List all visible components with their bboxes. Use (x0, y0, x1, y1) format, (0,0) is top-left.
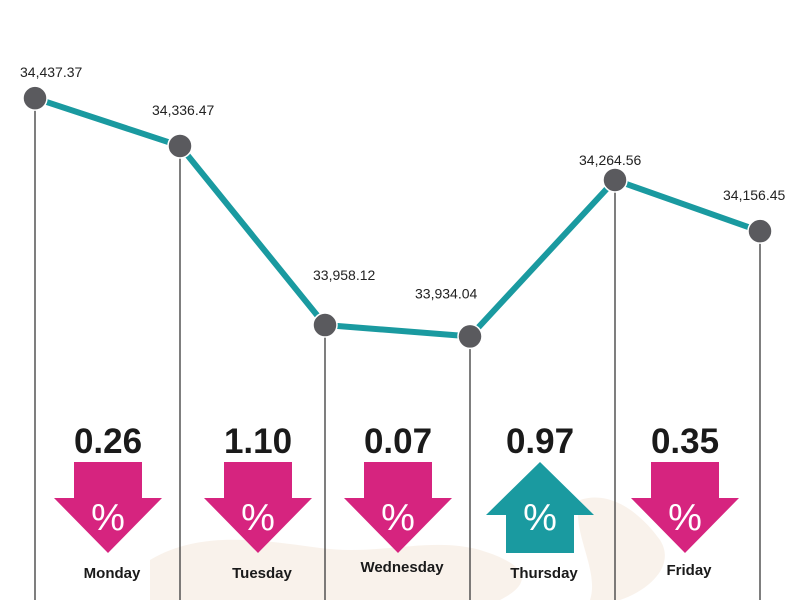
value-labels: 34,437.37 34,336.47 33,958.12 33,934.04 34,2… (20, 64, 785, 301)
day-label: Tuesday (232, 565, 292, 582)
data-label: 33,934.04 (415, 285, 477, 301)
data-point (602, 167, 628, 193)
change-value: 0.97 (506, 422, 574, 461)
daily-changes: 0.26% Monday 1.10% Tuesday 0.07% Wednesday 0.9… (54, 422, 739, 582)
data-point (457, 323, 483, 350)
percent-sign: % (241, 497, 275, 539)
series-line (32, 95, 763, 340)
data-points (22, 85, 773, 350)
daily-change-thursday: 0.97% Thursday (486, 422, 594, 582)
change-value: 1.10 (224, 422, 292, 461)
data-label: 34,156.45 (723, 187, 785, 203)
data-label: 33,958.12 (313, 267, 375, 283)
data-point (312, 312, 338, 338)
down-arrow-icon (631, 462, 739, 553)
down-arrow-icon (54, 462, 162, 553)
daily-change-wednesday: 0.07% Wednesday (344, 422, 452, 576)
series-line-group (32, 95, 763, 340)
vertical-guides (34, 98, 761, 600)
data-point (747, 218, 773, 244)
data-point (167, 133, 193, 159)
day-label: Monday (84, 565, 141, 582)
data-point (22, 85, 48, 111)
data-label: 34,437.37 (20, 64, 82, 80)
percent-sign: % (381, 497, 415, 539)
change-value: 0.26 (74, 422, 142, 461)
background-map-shape (150, 539, 522, 600)
data-label: 34,336.47 (152, 102, 214, 118)
data-label: 34,264.56 (579, 152, 641, 168)
down-arrow-icon (344, 462, 452, 553)
change-value: 0.35 (651, 422, 719, 461)
change-value: 0.07 (364, 422, 432, 461)
day-label: Friday (666, 562, 712, 579)
percent-sign: % (91, 497, 125, 539)
day-label: Wednesday (360, 559, 444, 576)
daily-change-tuesday: 1.10% Tuesday (204, 422, 312, 582)
up-arrow-icon (486, 462, 594, 553)
percent-sign: % (668, 497, 702, 539)
percent-sign: % (523, 497, 557, 539)
daily-change-monday: 0.26% Monday (54, 422, 162, 582)
day-label: Thursday (510, 565, 578, 582)
down-arrow-icon (204, 462, 312, 553)
daily-change-friday: 0.35% Friday (631, 422, 739, 579)
background-map-shape (577, 497, 665, 600)
